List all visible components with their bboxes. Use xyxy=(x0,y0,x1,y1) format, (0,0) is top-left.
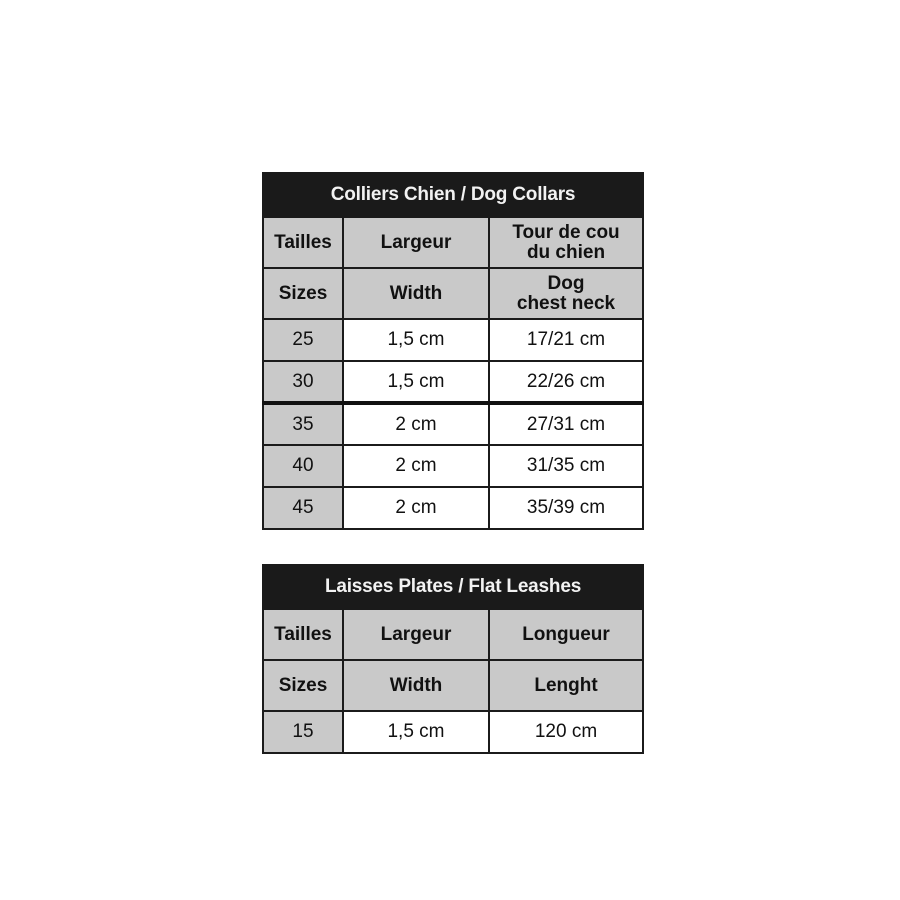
table-title-row: Laisses Plates / Flat Leashes xyxy=(261,564,645,610)
header-width-fr: Largeur xyxy=(342,216,490,269)
header-neck-fr-line2: du chien xyxy=(526,241,606,263)
table-row: 35 2 cm 27/31 cm xyxy=(262,401,644,446)
header-row-french: Tailles Largeur Tour de cou du chien xyxy=(262,216,644,269)
header-size-en: Sizes xyxy=(262,267,344,320)
table-row: 45 2 cm 35/39 cm xyxy=(262,486,644,530)
cell-neck: 27/31 cm xyxy=(488,401,644,446)
header-row-french: Tailles Largeur Longueur xyxy=(262,608,645,661)
header-neck-en-line2: chest neck xyxy=(516,292,616,314)
cell-size: 25 xyxy=(262,318,344,362)
table-title: Colliers Chien / Dog Collars xyxy=(262,172,644,218)
table-title-row: Colliers Chien / Dog Collars xyxy=(262,172,644,218)
cell-width: 2 cm xyxy=(342,486,490,530)
cell-size: 35 xyxy=(262,401,344,446)
header-width-en: Width xyxy=(342,659,490,712)
table-row: 30 1,5 cm 22/26 cm xyxy=(262,360,644,404)
cell-neck: 22/26 cm xyxy=(488,360,644,404)
cell-size: 15 xyxy=(262,710,344,754)
flat-leashes-size-table: Laisses Plates / Flat Leashes Tailles La… xyxy=(261,564,645,754)
header-length-en: Lenght xyxy=(487,659,645,712)
header-row-english: Sizes Width Dog chest neck xyxy=(262,267,644,320)
table-row: 25 1,5 cm 17/21 cm xyxy=(262,318,644,362)
header-size-fr: Tailles xyxy=(262,608,344,661)
cell-neck: 31/35 cm xyxy=(488,444,644,488)
cell-width: 2 cm xyxy=(342,401,490,446)
header-width-fr: Largeur xyxy=(342,608,490,661)
cell-length: 120 cm xyxy=(487,710,645,754)
cell-neck: 35/39 cm xyxy=(488,486,644,530)
header-neck-fr: Tour de cou du chien xyxy=(488,216,644,269)
header-length-fr: Longueur xyxy=(487,608,645,661)
cell-width: 1,5 cm xyxy=(342,318,490,362)
header-size-en: Sizes xyxy=(262,659,344,712)
cell-size: 40 xyxy=(262,444,344,488)
table-row: 15 1,5 cm 120 cm xyxy=(262,710,645,754)
cell-neck: 17/21 cm xyxy=(488,318,644,362)
table-title: Laisses Plates / Flat Leashes xyxy=(261,564,645,610)
cell-size: 30 xyxy=(262,360,344,404)
cell-width: 1,5 cm xyxy=(342,360,490,404)
header-row-english: Sizes Width Lenght xyxy=(262,659,645,712)
cell-width: 1,5 cm xyxy=(342,710,490,754)
header-neck-en: Dog chest neck xyxy=(488,267,644,320)
header-neck-en-line1: Dog xyxy=(547,273,585,295)
header-size-fr: Tailles xyxy=(262,216,344,269)
header-width-en: Width xyxy=(342,267,490,320)
dog-collars-size-table: Colliers Chien / Dog Collars Tailles Lar… xyxy=(262,172,644,530)
table-row: 40 2 cm 31/35 cm xyxy=(262,444,644,488)
header-neck-fr-line1: Tour de cou xyxy=(512,222,620,244)
cell-width: 2 cm xyxy=(342,444,490,488)
cell-size: 45 xyxy=(262,486,344,530)
